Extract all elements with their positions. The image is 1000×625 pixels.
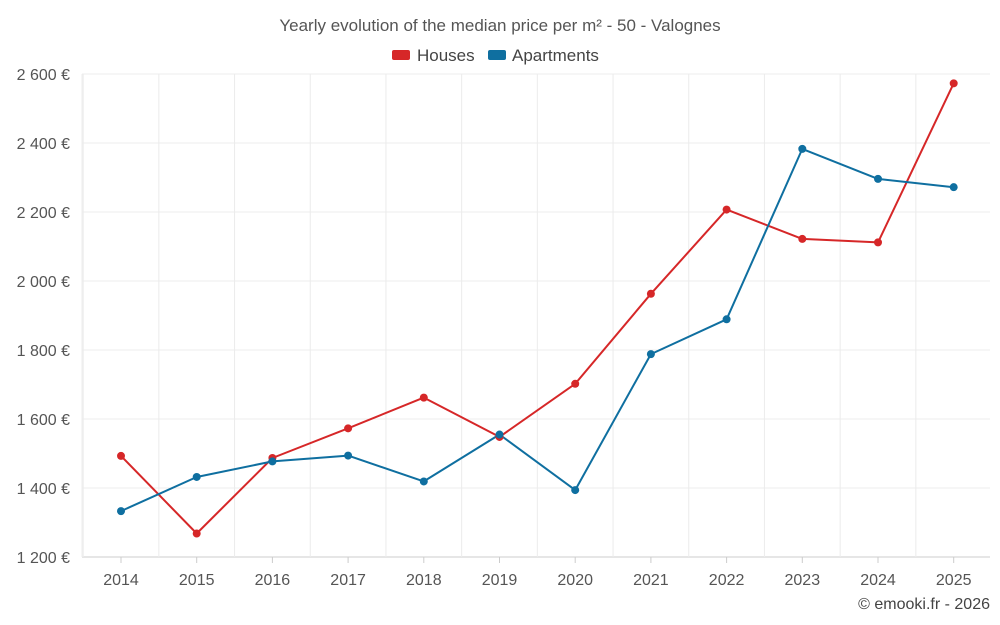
legend-item-houses[interactable]: Houses: [392, 46, 475, 65]
y-tick-label: 1 800 €: [17, 343, 70, 360]
x-tick-label: 2015: [179, 572, 215, 589]
data-point-apartments-2024[interactable]: [874, 174, 882, 183]
legend-label-apartments: Apartments: [512, 46, 599, 65]
legend-swatch-apartments: [488, 50, 506, 60]
y-tick-label: 1 600 €: [17, 412, 70, 429]
credit-label: © emooki.fr - 2026: [858, 596, 990, 613]
data-point-apartments-2025[interactable]: [949, 183, 958, 192]
data-point-houses-2014[interactable]: [117, 451, 125, 460]
y-tick-label: 2 600 €: [17, 67, 70, 84]
y-tick-label: 2 400 €: [17, 136, 70, 153]
legend-label-houses: Houses: [417, 46, 475, 65]
series: [117, 79, 958, 538]
data-point-houses-2025[interactable]: [949, 79, 958, 88]
series-line-apartments: [120, 147, 954, 513]
legend-swatch-houses: [392, 50, 410, 60]
data-point-houses-2022[interactable]: [722, 205, 731, 214]
data-point-houses-2017[interactable]: [344, 424, 353, 433]
x-tick-label: 2025: [936, 572, 972, 589]
x-tick-label: 2016: [255, 572, 291, 589]
data-point-apartments-2023[interactable]: [798, 144, 807, 153]
y-tick-label: 1 200 €: [17, 550, 70, 567]
data-point-apartments-2016[interactable]: [268, 457, 277, 466]
x-tick-label: 2023: [785, 572, 821, 589]
data-point-apartments-2022[interactable]: [722, 315, 731, 324]
legend-item-apartments[interactable]: Apartments: [488, 46, 599, 65]
data-point-houses-2015[interactable]: [192, 529, 201, 538]
x-tick-label: 2014: [103, 572, 139, 589]
data-point-apartments-2021[interactable]: [646, 350, 655, 359]
axes: 1 200 € 1 400 € 1 600 € 1 800 € 2 000 € 2 200…: [17, 67, 972, 589]
data-point-apartments-2020[interactable]: [571, 486, 580, 495]
grid: [81, 73, 990, 558]
data-point-apartments-2017[interactable]: [344, 451, 353, 460]
x-tick-label: 2022: [709, 572, 745, 589]
y-tick-label: 2 000 €: [17, 274, 70, 291]
chart-title: Yearly evolution of the median price per…: [279, 16, 720, 35]
x-tick-label: 2020: [557, 572, 593, 589]
series-line-houses: [120, 82, 955, 535]
data-point-houses-2020[interactable]: [571, 379, 580, 388]
x-tick-label: 2018: [406, 572, 442, 589]
data-point-apartments-2018[interactable]: [419, 477, 428, 486]
data-point-apartments-2014[interactable]: [117, 507, 125, 516]
x-tick-label: 2024: [860, 572, 896, 589]
data-point-houses-2023[interactable]: [798, 234, 807, 243]
data-point-apartments-2019[interactable]: [495, 430, 504, 439]
legend[interactable]: Houses Apartments: [392, 46, 599, 65]
x-tick-label: 2017: [330, 572, 366, 589]
y-tick-label: 2 200 €: [17, 205, 70, 222]
x-tick-label: 2021: [633, 572, 669, 589]
data-point-houses-2021[interactable]: [646, 289, 655, 298]
y-tick-label: 1 400 €: [17, 481, 70, 498]
x-tick-label: 2019: [482, 572, 518, 589]
data-point-houses-2018[interactable]: [419, 393, 428, 402]
data-point-apartments-2015[interactable]: [192, 472, 201, 481]
data-point-houses-2024[interactable]: [874, 238, 882, 247]
